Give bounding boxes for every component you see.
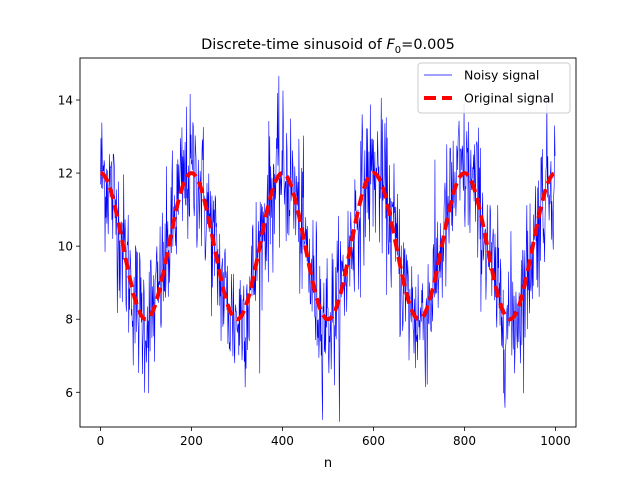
x-tick-label: 600 [362, 434, 385, 448]
y-axis: 6 8 10 12 14 [58, 94, 80, 400]
chart-title: Discrete-time sinusoid of F0=0.005 [201, 37, 455, 56]
y-tick-label: 6 [65, 386, 73, 400]
legend-original-signal-label: Original signal [464, 91, 554, 106]
title-variable: F [386, 37, 395, 53]
x-tick-label: 0 [97, 434, 105, 448]
y-tick-label: 14 [58, 94, 73, 108]
x-tick-label: 200 [180, 434, 203, 448]
plot-area [100, 75, 556, 422]
x-tick-label: 400 [271, 434, 294, 448]
series-noisy-signal-line [100, 75, 556, 422]
legend-noisy-signal-label: Noisy signal [464, 68, 539, 83]
x-axis: 0 200 400 600 800 1000 [97, 427, 571, 448]
y-tick-label: 8 [65, 313, 73, 327]
plot-frame [79, 57, 577, 428]
title-suffix: =0.005 [401, 37, 455, 53]
y-tick-label: 10 [58, 240, 73, 254]
series-original-signal-line [100, 171, 556, 322]
y-tick-label: 12 [58, 167, 73, 181]
legend-frame [417, 62, 571, 114]
title-prefix: Discrete-time sinusoid of [201, 37, 386, 53]
x-axis-label: n [324, 456, 332, 471]
x-tick-label: 1000 [540, 434, 571, 448]
legend: Noisy signal Original signal [417, 62, 571, 114]
x-tick-label: 800 [453, 434, 476, 448]
title-subscript: 0 [395, 45, 401, 56]
